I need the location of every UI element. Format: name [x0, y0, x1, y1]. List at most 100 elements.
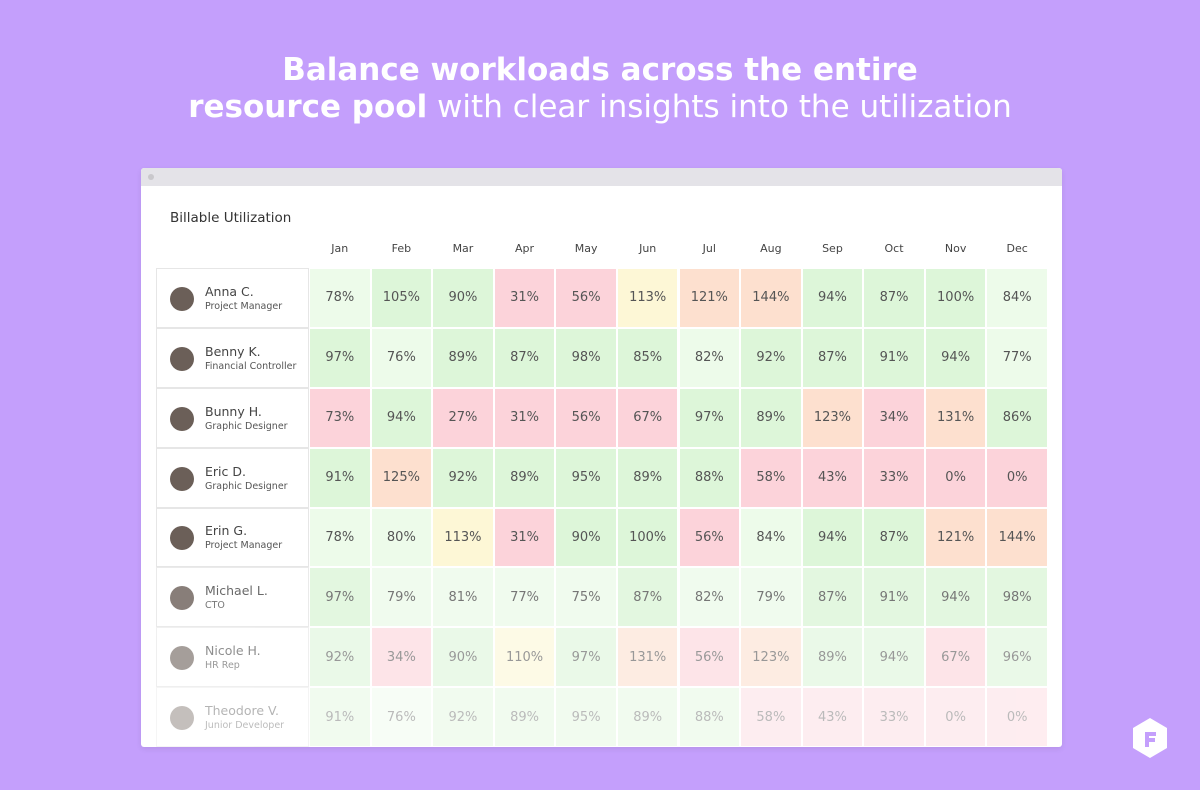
utilization-cell: 97%: [309, 567, 371, 628]
utilization-cell: 98%: [986, 567, 1048, 628]
utilization-cell: 43%: [801, 687, 864, 747]
utilization-cell: 89%: [740, 387, 802, 448]
utilization-cell: 97%: [555, 627, 617, 688]
avatar: [170, 406, 194, 431]
utilization-cell: 113%: [432, 507, 494, 568]
utilization-cell: 56%: [678, 507, 741, 568]
table-row: Anna C. Project Manager 78% 105% 90% 31% 56% 11…: [156, 268, 1048, 328]
utilization-cell: 67%: [616, 387, 679, 448]
person-role: HR Rep: [205, 660, 240, 672]
utilization-cell: 27%: [432, 387, 494, 448]
utilization-cell: 105%: [370, 268, 433, 328]
utilization-cell: 58%: [740, 687, 802, 747]
utilization-cell: 131%: [616, 627, 679, 688]
avatar: [170, 706, 194, 731]
utilization-cell: 56%: [555, 268, 617, 328]
utilization-cell: 34%: [370, 627, 433, 688]
utilization-cell: 33%: [863, 687, 925, 747]
utilization-cell: 92%: [740, 327, 802, 388]
utilization-table: Jan Feb Mar Apr May Jun Jul Aug Sep Oct Nov Dec Anna…: [156, 242, 1048, 747]
table-row: Eric D. Graphic Designer 91% 125% 92% 89% 95% 8…: [156, 447, 1048, 508]
utilization-cell: 89%: [432, 327, 494, 388]
avatar: [170, 286, 194, 311]
utilization-cell: 87%: [801, 327, 864, 388]
utilization-cell: 87%: [863, 268, 925, 328]
utilization-cell: 144%: [740, 268, 802, 328]
person-name: Michael L.: [205, 583, 268, 599]
utilization-cell: 97%: [678, 387, 741, 448]
person-cell: Eric D. Graphic Designer: [156, 447, 309, 508]
utilization-cell: 31%: [493, 387, 556, 448]
utilization-cell: 95%: [555, 447, 617, 508]
utilization-cell: 123%: [740, 627, 802, 688]
utilization-cell: 89%: [801, 627, 864, 688]
utilization-cell: 90%: [432, 627, 494, 688]
person-name: Nicole H.: [205, 643, 261, 659]
utilization-cell: 90%: [432, 268, 494, 328]
person-cell: Michael L. CTO: [156, 567, 309, 628]
utilization-cell: 76%: [370, 327, 433, 388]
avatar: [170, 346, 194, 371]
utilization-cell: 87%: [801, 567, 864, 628]
avatar: [170, 586, 194, 611]
person-cell: Erin G. Project Manager: [156, 507, 309, 568]
app-window: Billable Utilization Jan Feb Mar Apr May Jun J…: [141, 168, 1062, 747]
window-dot: [148, 174, 154, 180]
utilization-cell: 75%: [555, 567, 617, 628]
person-cell: Anna C. Project Manager: [156, 268, 309, 328]
utilization-cell: 87%: [493, 327, 556, 388]
utilization-cell: 85%: [616, 327, 679, 388]
utilization-cell: 96%: [986, 627, 1048, 688]
month-header: Feb: [391, 242, 412, 255]
utilization-cell: 121%: [924, 507, 987, 568]
utilization-cell: 82%: [678, 567, 741, 628]
person-cell: Nicole H. HR Rep: [156, 627, 309, 688]
utilization-cell: 94%: [924, 567, 987, 628]
utilization-cell: 76%: [370, 687, 433, 747]
utilization-cell: 100%: [616, 507, 679, 568]
table-title: Billable Utilization: [170, 210, 292, 226]
person-role: Financial Controller: [205, 360, 297, 372]
utilization-cell: 80%: [370, 507, 433, 568]
table-row: Erin G. Project Manager 78% 80% 113% 31% 90% 10…: [156, 507, 1048, 568]
utilization-cell: 0%: [986, 447, 1048, 508]
month-header: Aug: [760, 242, 782, 255]
month-header: Jun: [639, 242, 657, 255]
utilization-cell: 89%: [616, 687, 679, 747]
utilization-cell: 86%: [986, 387, 1048, 448]
utilization-cell: 144%: [986, 507, 1048, 568]
month-header: Dec: [1006, 242, 1028, 255]
utilization-cell: 33%: [863, 447, 925, 508]
utilization-cell: 123%: [801, 387, 864, 448]
table-row: Theodore V. Junior Developer 91% 76% 92% 89% 9…: [156, 687, 1048, 747]
utilization-cell: 91%: [863, 327, 925, 388]
headline-line1: Balance workloads across the entire: [282, 52, 918, 88]
person-name: Bunny H.: [205, 403, 262, 419]
utilization-cell: 91%: [863, 567, 925, 628]
person-name: Anna C.: [205, 283, 254, 299]
person-role: Project Manager: [205, 300, 283, 312]
utilization-cell: 34%: [863, 387, 925, 448]
utilization-cell: 88%: [678, 447, 741, 508]
headline-bold: resource pool: [188, 89, 428, 125]
utilization-cell: 31%: [493, 507, 556, 568]
table-row: Benny K. Financial Controller 97% 76% 89% 87%…: [156, 327, 1048, 388]
utilization-cell: 131%: [924, 387, 987, 448]
utilization-cell: 82%: [678, 327, 741, 388]
person-role: Project Manager: [205, 540, 283, 552]
person-name: Theodore V.: [205, 703, 279, 719]
utilization-cell: 89%: [493, 687, 556, 747]
utilization-cell: 87%: [863, 507, 925, 568]
utilization-cell: 56%: [678, 627, 741, 688]
utilization-cell: 121%: [678, 268, 741, 328]
person-role: Graphic Designer: [205, 420, 288, 432]
utilization-cell: 0%: [924, 447, 987, 508]
month-header: Mar: [452, 242, 474, 255]
utilization-cell: 73%: [309, 387, 371, 448]
utilization-cell: 94%: [370, 387, 433, 448]
headline-regular: with clear insights into the utilization: [437, 89, 1012, 125]
utilization-cell: 100%: [924, 268, 987, 328]
utilization-cell: 98%: [555, 327, 617, 388]
month-header: Apr: [515, 242, 535, 255]
utilization-cell: 94%: [924, 327, 987, 388]
